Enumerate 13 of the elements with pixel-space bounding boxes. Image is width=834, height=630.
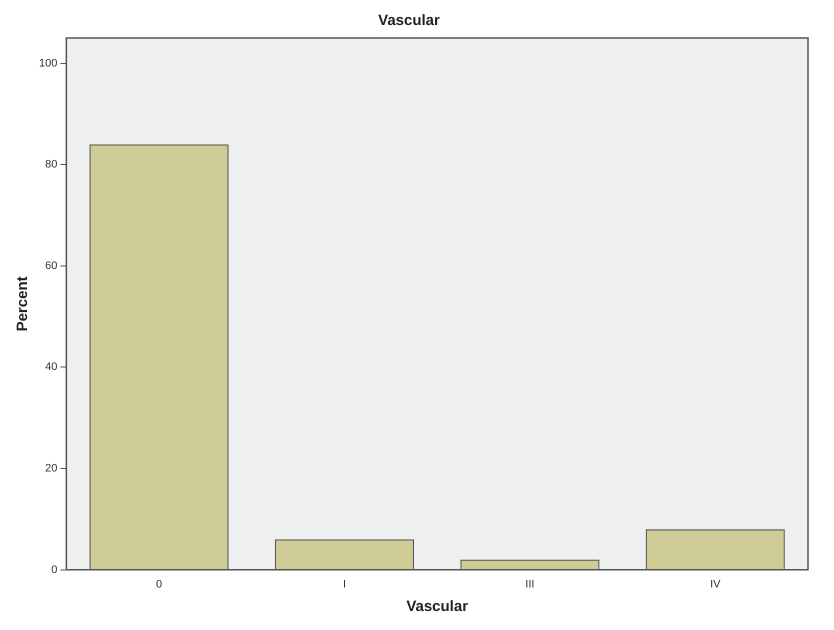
- y-tick-label: 60: [45, 260, 58, 272]
- y-tick-label: 40: [45, 361, 58, 374]
- x-axis-title: Vascular: [406, 598, 468, 616]
- y-axis-title: Percent: [14, 276, 32, 332]
- y-tick-label: 0: [51, 564, 58, 576]
- y-tick-label: 100: [38, 57, 58, 70]
- x-tick-label: IV: [710, 578, 722, 590]
- x-tick-label: I: [342, 578, 346, 590]
- chart-title: Vascular: [378, 12, 440, 30]
- x-tick-label: III: [525, 578, 534, 590]
- y-tick-label: 20: [45, 462, 58, 475]
- x-tick-label: 0: [156, 578, 162, 590]
- y-tick-label: 80: [45, 158, 58, 171]
